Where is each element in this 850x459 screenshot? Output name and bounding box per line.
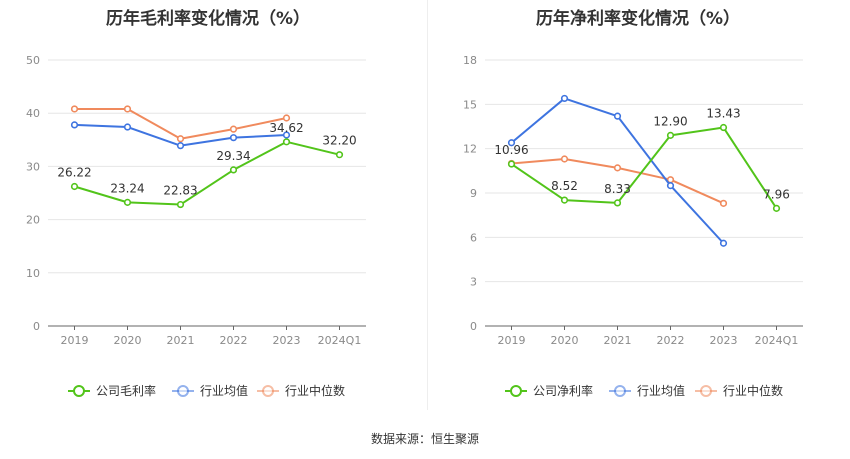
data-label: 23.24 bbox=[110, 181, 144, 195]
y-tick-label: 15 bbox=[463, 98, 477, 111]
legend-marker-company bbox=[73, 385, 85, 397]
data-point-company bbox=[229, 166, 238, 174]
y-tick-label: 40 bbox=[26, 107, 40, 120]
data-point-avg bbox=[613, 112, 622, 120]
data-label: 26.22 bbox=[57, 166, 91, 180]
data-point-company bbox=[123, 198, 132, 206]
legend-label-avg: 行业均值 bbox=[200, 383, 248, 398]
legend-item-median[interactable]: 行业中位数 bbox=[257, 383, 345, 398]
y-tick-label: 20 bbox=[26, 214, 40, 227]
data-point-avg bbox=[560, 94, 569, 103]
data-label: 8.52 bbox=[551, 179, 578, 193]
panel-divider bbox=[427, 0, 428, 410]
data-label: 12.90 bbox=[653, 114, 687, 128]
data-point-avg bbox=[507, 139, 516, 147]
x-tick-label: 2024Q1 bbox=[318, 334, 362, 347]
data-point-median bbox=[176, 135, 185, 143]
data-point-company bbox=[772, 204, 781, 212]
x-tick-label: 2019 bbox=[498, 334, 526, 347]
y-tick-label: 18 bbox=[463, 54, 477, 67]
data-point-avg bbox=[176, 142, 185, 150]
y-tick-label: 12 bbox=[463, 143, 477, 156]
data-point-company bbox=[507, 160, 516, 168]
data-label: 29.34 bbox=[216, 149, 250, 163]
data-point-avg bbox=[70, 121, 79, 129]
data-point-avg bbox=[123, 123, 132, 131]
data-point-company bbox=[613, 199, 622, 207]
x-tick-label: 2023 bbox=[273, 334, 301, 347]
data-point-company bbox=[335, 151, 344, 159]
legend-marker-median bbox=[700, 385, 712, 397]
data-point-company bbox=[666, 131, 675, 139]
data-point-company bbox=[70, 182, 79, 191]
x-tick-label: 2021 bbox=[604, 334, 632, 347]
data-point-median bbox=[560, 155, 569, 163]
data-label: 34.62 bbox=[269, 121, 303, 135]
data-label: 10.96 bbox=[494, 143, 528, 157]
data-point-company bbox=[560, 196, 569, 204]
x-tick-label: 2022 bbox=[657, 334, 685, 347]
series-line-company bbox=[510, 126, 778, 209]
data-point-avg bbox=[666, 182, 675, 190]
data-point-company bbox=[176, 200, 185, 209]
chart-gross: 0 10 20 30 40 50 2019 2020 2021 2022 2023 2024Q1 26.… bbox=[26, 54, 366, 398]
legend-marker-avg bbox=[177, 385, 189, 397]
legend-item-median[interactable]: 行业中位数 bbox=[695, 383, 783, 398]
x-tick-label: 2020 bbox=[551, 334, 579, 347]
data-point-median bbox=[613, 164, 622, 172]
data-label: 7.96 bbox=[763, 187, 790, 201]
y-tick-label: 50 bbox=[26, 54, 40, 67]
data-point-median bbox=[282, 114, 291, 122]
legend-label-avg: 行业均值 bbox=[637, 383, 685, 398]
legend-item-company[interactable]: 公司净利率 bbox=[505, 383, 593, 398]
data-point-median bbox=[229, 125, 238, 133]
x-tick-label: 2020 bbox=[114, 334, 142, 347]
data-label: 13.43 bbox=[706, 107, 740, 121]
legend-marker-median bbox=[262, 385, 274, 397]
y-tick-label: 0 bbox=[470, 320, 477, 333]
chart-net: 0 3 6 9 12 15 18 2019 2020 2021 2022 2023 2024Q1 10.9… bbox=[463, 54, 803, 398]
series-line-company bbox=[74, 140, 340, 206]
x-tick-label: 2024Q1 bbox=[755, 334, 799, 347]
chart-title-gross-margin: 历年毛利率变化情况（%） bbox=[105, 9, 311, 29]
y-tick-label: 30 bbox=[26, 160, 40, 173]
legend-item-avg[interactable]: 行业均值 bbox=[609, 383, 685, 398]
data-point-median bbox=[123, 105, 132, 113]
data-label: 22.83 bbox=[163, 184, 197, 198]
chart-title-net-margin: 历年净利率变化情况（%） bbox=[535, 9, 741, 29]
legend-marker-company bbox=[510, 385, 522, 397]
x-tick-label: 2021 bbox=[167, 334, 195, 347]
data-label: 32.20 bbox=[322, 134, 356, 148]
data-point-median bbox=[719, 199, 728, 207]
legend-label-company: 公司毛利率 bbox=[96, 383, 156, 398]
legend-label-median: 行业中位数 bbox=[723, 383, 783, 398]
y-tick-label: 9 bbox=[470, 187, 477, 200]
data-point-avg bbox=[719, 239, 728, 247]
legend-label-company: 公司净利率 bbox=[533, 383, 593, 398]
data-point-median bbox=[70, 105, 79, 113]
y-tick-label: 10 bbox=[26, 267, 40, 280]
y-tick-label: 0 bbox=[33, 320, 40, 333]
data-label: 8.33 bbox=[604, 182, 631, 196]
legend-marker-avg bbox=[614, 385, 626, 397]
legend-item-avg[interactable]: 行业均值 bbox=[172, 383, 248, 398]
data-point-avg bbox=[282, 131, 291, 139]
legend-label-median: 行业中位数 bbox=[285, 383, 345, 398]
y-tick-label: 3 bbox=[470, 276, 477, 289]
legend-item-company[interactable]: 公司毛利率 bbox=[68, 383, 156, 398]
data-point-company bbox=[282, 138, 291, 146]
y-tick-label: 6 bbox=[470, 231, 477, 244]
data-source: 数据来源：恒生聚源 bbox=[370, 432, 479, 446]
x-tick-label: 2022 bbox=[220, 334, 248, 347]
x-tick-label: 2019 bbox=[61, 334, 89, 347]
data-point-avg bbox=[229, 134, 238, 142]
x-tick-label: 2023 bbox=[710, 334, 738, 347]
data-point-company bbox=[719, 123, 728, 132]
